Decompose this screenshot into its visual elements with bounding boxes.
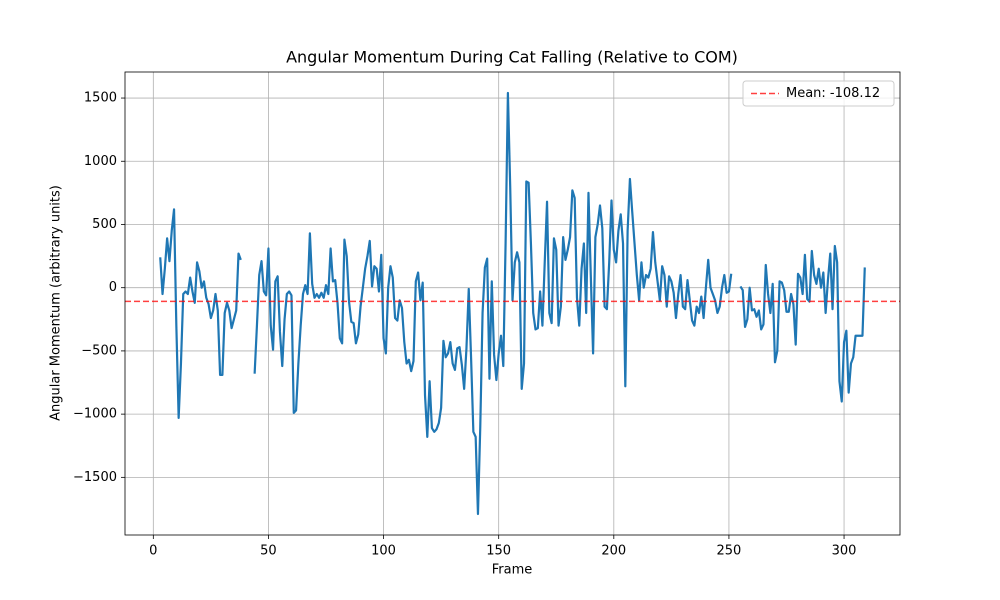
plot-area bbox=[125, 91, 900, 516]
x-tick-label: 300 bbox=[832, 544, 857, 559]
y-tick-label: −500 bbox=[81, 343, 117, 358]
x-tick-label: 150 bbox=[486, 544, 511, 559]
legend: Mean: -108.12 bbox=[742, 80, 895, 107]
data-line bbox=[159, 91, 866, 516]
y-tick-label: 1000 bbox=[84, 154, 117, 169]
x-tick-label: 0 bbox=[149, 544, 157, 559]
y-tick-label: 1500 bbox=[84, 91, 117, 106]
axes-frame bbox=[124, 71, 901, 536]
x-tick-label: 100 bbox=[371, 544, 396, 559]
y-tick-label: −1000 bbox=[73, 407, 117, 422]
legend-box bbox=[742, 80, 895, 107]
y-tick-label: 500 bbox=[92, 217, 117, 232]
x-tick-label: 200 bbox=[601, 544, 626, 559]
chart-title: Angular Momentum During Cat Falling (Rel… bbox=[286, 48, 738, 67]
y-axis-label: Angular Momentum (arbitrary units) bbox=[49, 185, 64, 421]
legend-label: Mean: -108.12 bbox=[786, 86, 880, 101]
x-tick-label: 250 bbox=[717, 544, 742, 559]
x-tick-label: 50 bbox=[260, 544, 277, 559]
x-axis-label: Frame bbox=[492, 563, 533, 578]
y-tick-label: −1500 bbox=[73, 470, 117, 485]
y-tick-label: 0 bbox=[109, 280, 117, 295]
